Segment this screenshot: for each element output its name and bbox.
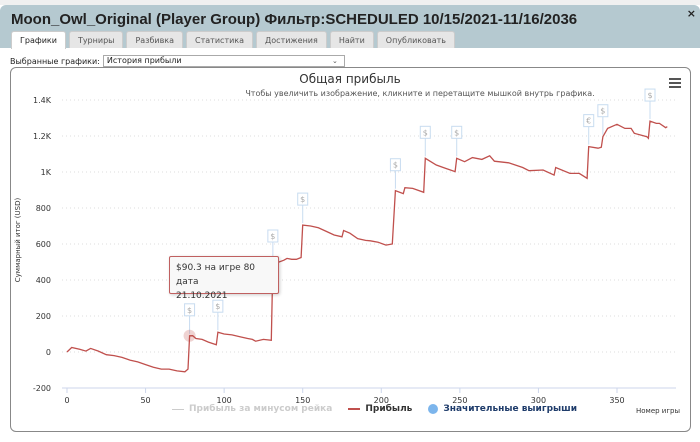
window-header: Moon_Owl_Original (Player Group) Фильтр:… <box>0 5 700 49</box>
flag-box <box>212 299 224 313</box>
y-tick-label: 1.4K <box>33 96 52 105</box>
flag-box <box>644 88 656 102</box>
flag-label: $ <box>270 232 275 241</box>
legend-label: Прибыль <box>365 404 413 414</box>
legend: Прибыль за минусом рейка Прибыль Значите… <box>172 404 577 414</box>
flag-box <box>597 104 609 118</box>
chart-select[interactable]: История прибыли ⌄ <box>102 55 345 67</box>
hover-point <box>183 329 196 342</box>
flag-box <box>297 192 309 206</box>
tab-achievements[interactable]: Достижения <box>256 31 327 48</box>
flag-label: $ <box>600 107 605 116</box>
legend-label: Значительные выигрыши <box>443 404 578 414</box>
flag-label: $ <box>215 302 220 311</box>
tab-publish[interactable]: Опубликовать <box>376 31 456 48</box>
y-tick-label: 600 <box>36 240 51 249</box>
x-tick-label: 150 <box>295 396 310 405</box>
y-tick-label: 1K <box>41 168 52 177</box>
flag-label: $ <box>454 128 459 137</box>
y-tick-label: 800 <box>36 204 51 213</box>
chart-title: Общая прибыль <box>299 72 401 86</box>
legend-item-profit[interactable]: Прибыль <box>348 404 412 414</box>
tab-statistics[interactable]: Статистика <box>186 31 254 48</box>
circle-icon <box>428 404 439 414</box>
tooltip-line2: 21.10.2021 <box>176 291 228 301</box>
y-tick-label: 1.2K <box>33 132 52 141</box>
y-tick-label: -200 <box>33 384 51 393</box>
x-tick-label: 50 <box>140 396 150 405</box>
x-axis-label: Номер игры <box>636 407 680 415</box>
menu-icon[interactable] <box>669 78 681 90</box>
flag-box <box>184 303 196 317</box>
x-tick-label: 300 <box>531 396 546 405</box>
chevron-down-icon: ⌄ <box>332 57 338 65</box>
close-icon[interactable]: × <box>686 7 696 20</box>
flag-label: € <box>586 117 591 126</box>
flag-label: $ <box>393 161 398 170</box>
tab-tournaments[interactable]: Турниры <box>68 31 124 48</box>
chart-select-value: История прибыли <box>106 56 182 65</box>
chart-select-label: Выбранные графики: <box>10 56 100 66</box>
flag-box <box>389 158 401 172</box>
tab-breakdown[interactable]: Разбивка <box>126 31 184 48</box>
x-tick-label: 200 <box>374 396 389 405</box>
tab-bar: Графики Турниры Разбивка Статистика Дост… <box>11 31 456 49</box>
flag-box <box>451 125 463 139</box>
flag-label: $ <box>423 128 428 137</box>
flag-box <box>419 125 431 139</box>
x-tick-label: 100 <box>217 396 232 405</box>
tooltip: $90.3 на игре 80 дата 21.10.2021 <box>169 256 279 301</box>
x-tick-label: 0 <box>64 396 69 405</box>
legend-label: Прибыль за минусом рейка <box>189 404 333 414</box>
y-tick-label: 200 <box>36 312 51 321</box>
tab-find[interactable]: Найти <box>329 31 374 48</box>
x-tick-label: 250 <box>452 396 467 405</box>
legend-item-rake[interactable]: Прибыль за минусом рейка <box>172 404 332 414</box>
flag-label: $ <box>187 306 192 315</box>
legend-item-big-wins[interactable]: Значительные выигрыши <box>428 404 577 414</box>
y-tick-label: 400 <box>36 276 51 285</box>
flag-label: $ <box>300 195 305 204</box>
flag-box <box>583 114 595 128</box>
tab-graphs[interactable]: Графики <box>11 31 66 49</box>
tooltip-line1: $90.3 на игре 80 дата <box>176 263 256 287</box>
window-title: Moon_Owl_Original (Player Group) Фильтр:… <box>11 11 578 28</box>
flag-box <box>267 229 279 243</box>
chart-select-row: Выбранные графики: История прибыли ⌄ <box>10 55 345 67</box>
chart-subtitle: Чтобы увеличить изображение, кликните и … <box>245 89 595 98</box>
top-strip <box>0 0 700 5</box>
chart-panel <box>10 67 691 432</box>
profit-line <box>66 120 668 373</box>
flag-label: $ <box>647 91 652 100</box>
y-tick-label: 0 <box>46 348 51 357</box>
x-tick-label: 350 <box>609 396 624 405</box>
